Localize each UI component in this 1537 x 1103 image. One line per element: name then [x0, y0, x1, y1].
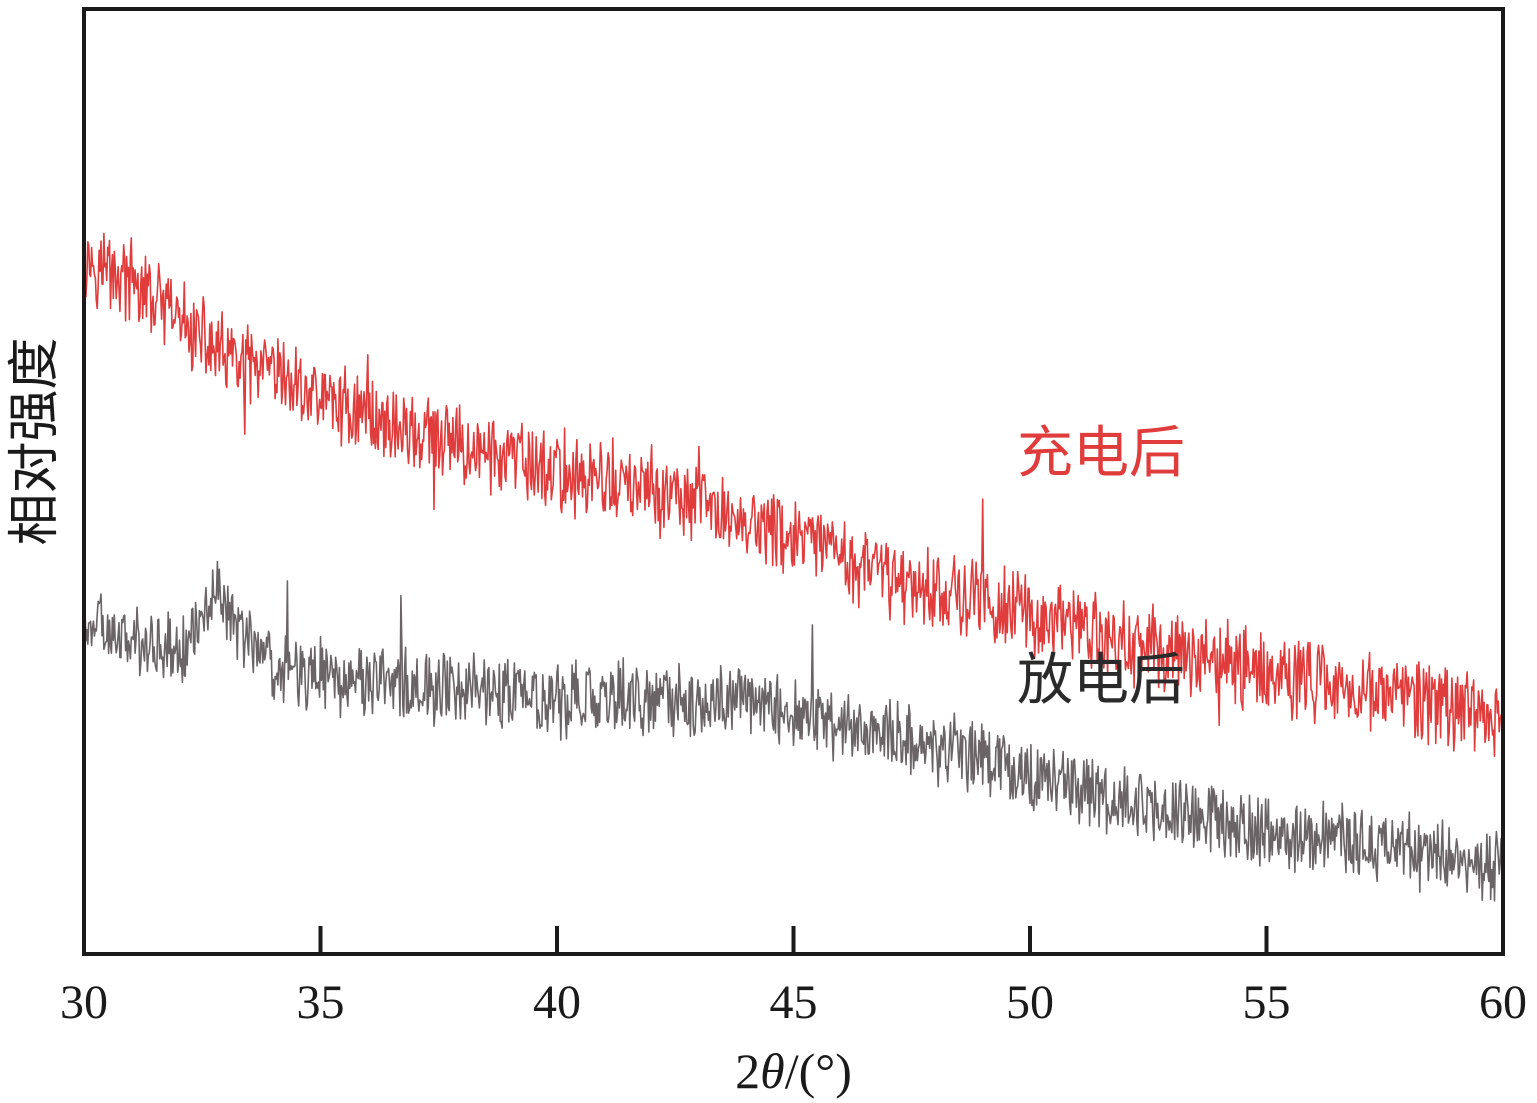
x-tick-label: 35: [297, 976, 345, 1029]
series-line-charged: [83, 232, 1504, 757]
x-axis-label-prefix: 2: [735, 1043, 760, 1099]
x-axis-label-theta: θ: [760, 1043, 785, 1099]
plot-area: [83, 232, 1504, 902]
x-tick-label: 45: [770, 976, 818, 1029]
y-axis-label: 相对强度: [5, 337, 65, 545]
x-tick-label: 55: [1243, 976, 1291, 1029]
series-line-discharged: [83, 560, 1504, 902]
x-tick-label: 50: [1006, 976, 1054, 1029]
plot-frame: [82, 7, 1505, 956]
x-tick-label: 60: [1479, 976, 1527, 1029]
annotation-discharged: 放电后: [1017, 648, 1185, 713]
x-axis-ticks: 30 35 40 45 50 55 60: [60, 926, 1527, 1029]
x-tick-label: 30: [60, 976, 108, 1029]
x-axis-label-suffix: /(°): [785, 1043, 852, 1099]
annotation-charged: 充电后: [1017, 421, 1185, 486]
x-tick-label: 40: [533, 976, 581, 1029]
x-axis-label: 2θ/(°): [735, 1043, 852, 1099]
